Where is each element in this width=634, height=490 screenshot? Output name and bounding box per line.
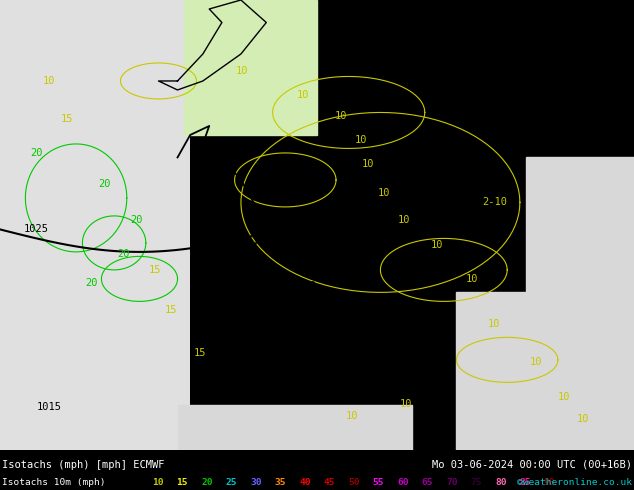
- Text: 10: 10: [466, 274, 479, 284]
- Text: 10: 10: [529, 357, 542, 367]
- Polygon shape: [178, 405, 412, 450]
- Text: 15: 15: [193, 348, 206, 358]
- Text: 10: 10: [577, 414, 590, 424]
- Text: 10: 10: [346, 411, 358, 421]
- Text: 90: 90: [544, 478, 555, 487]
- Text: 40: 40: [299, 478, 311, 487]
- Text: 20: 20: [30, 148, 43, 158]
- Text: 20: 20: [130, 216, 143, 225]
- Text: 15: 15: [165, 305, 178, 316]
- Text: 20: 20: [98, 179, 111, 190]
- Polygon shape: [456, 293, 634, 450]
- Text: 20: 20: [201, 478, 212, 487]
- Text: 2-10: 2-10: [482, 197, 507, 207]
- Text: 1015: 1015: [425, 312, 450, 322]
- Text: Isotachs (mph) [mph] ECMWF: Isotachs (mph) [mph] ECMWF: [2, 460, 164, 470]
- Text: Isotachs 10m (mph): Isotachs 10m (mph): [2, 478, 105, 487]
- Text: ©weatheronline.co.uk: ©weatheronline.co.uk: [517, 478, 632, 487]
- Text: 15: 15: [60, 114, 73, 124]
- Text: 20: 20: [117, 249, 130, 259]
- Text: 15: 15: [149, 265, 162, 275]
- Text: 10: 10: [558, 392, 571, 402]
- Text: 80: 80: [495, 478, 507, 487]
- Text: Mo 03-06-2024 00:00 UTC (00+16B): Mo 03-06-2024 00:00 UTC (00+16B): [432, 460, 632, 470]
- Text: 20: 20: [86, 278, 98, 289]
- Text: 85: 85: [519, 478, 531, 487]
- Text: 10: 10: [297, 90, 309, 100]
- Text: 60: 60: [397, 478, 408, 487]
- Text: 70: 70: [446, 478, 458, 487]
- Text: 1015: 1015: [37, 402, 61, 412]
- Text: 25: 25: [226, 478, 237, 487]
- Polygon shape: [526, 157, 634, 293]
- Text: 10: 10: [398, 216, 411, 225]
- Text: 10: 10: [355, 135, 368, 146]
- Text: Paris: Paris: [354, 168, 383, 178]
- Text: 10: 10: [488, 319, 501, 329]
- Text: 10: 10: [377, 188, 390, 197]
- Text: 50: 50: [348, 478, 359, 487]
- Text: 10: 10: [43, 76, 56, 86]
- Text: 35: 35: [275, 478, 286, 487]
- Text: 10: 10: [361, 159, 374, 169]
- Text: 65: 65: [422, 478, 433, 487]
- Text: 10: 10: [335, 111, 347, 121]
- Text: 75: 75: [470, 478, 482, 487]
- Text: 1020: 1020: [288, 375, 313, 385]
- Text: 10: 10: [236, 66, 249, 76]
- Text: 45: 45: [323, 478, 335, 487]
- Text: 10: 10: [152, 478, 164, 487]
- Text: 10: 10: [399, 399, 412, 409]
- Text: 1025: 1025: [24, 224, 49, 234]
- Text: 30: 30: [250, 478, 261, 487]
- Polygon shape: [184, 0, 317, 135]
- Text: 55: 55: [373, 478, 384, 487]
- Text: 10: 10: [431, 240, 444, 250]
- Polygon shape: [0, 0, 190, 113]
- Text: 15: 15: [176, 478, 188, 487]
- Text: 1020: 1020: [292, 281, 316, 291]
- FancyBboxPatch shape: [0, 0, 190, 450]
